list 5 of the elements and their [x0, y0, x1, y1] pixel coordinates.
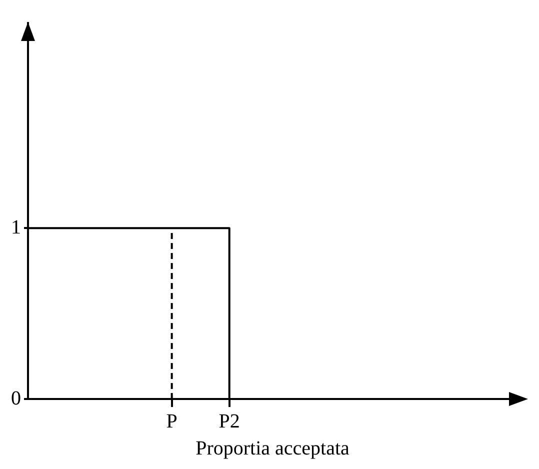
x-tick-label: P2: [218, 410, 240, 432]
y-tick-label: 0: [11, 387, 21, 410]
x-axis-title: Proportia acceptata: [196, 437, 350, 460]
y-tick-label: 1: [11, 216, 21, 238]
x-tick-label: P: [166, 410, 178, 432]
